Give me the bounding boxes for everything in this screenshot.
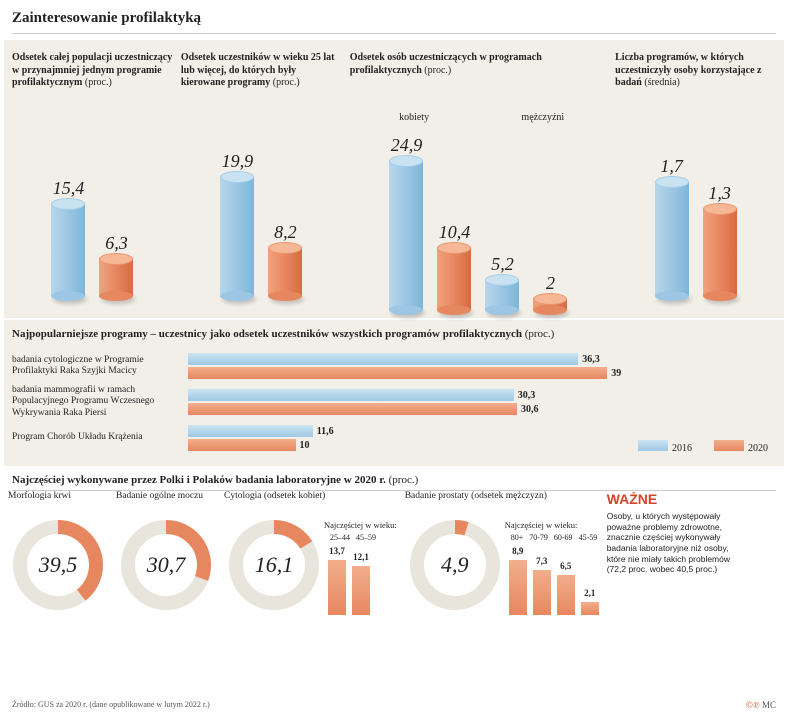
donut-label: Badanie ogólne moczu [116,491,203,513]
hbar-pair: 30,330,6 [188,384,776,420]
credit: ©℗ MC [746,700,776,710]
bottom-panel: Morfologia krwi39,5Badanie ogólne moczu3… [0,491,788,619]
donut: 39,5 [8,515,108,615]
cylinder-bar: 24,9 [388,135,424,310]
cylinder-group: Liczba programów, w których uczestniczył… [615,52,776,310]
hbar-label: badania mammografii w ramach Populacyjne… [12,384,188,420]
legend: 2016 2020 [638,440,768,454]
cylinder-bar: 1,3 [702,183,738,296]
donut-block: Badanie prostaty (odsetek mężczyzn)4,9Na… [405,491,599,615]
mini-bar: 7,3 [533,570,551,615]
donut: 16,1 [224,515,324,615]
group-head: Odsetek osób uczestniczących w programac… [350,52,607,110]
hbar-label: Program Chorób Układu Krążenia [12,420,188,456]
bottom-title: Najczęściej wykonywane przez Polki i Pol… [0,466,788,490]
mini-bar: 12,1 [352,566,370,615]
source-text: Źródło: GUS za 2020 r. (dane opublikowan… [12,700,210,710]
donut: 30,7 [116,515,216,615]
horizontal-bars-panel: Najpopularniejsze programy – uczestnicy … [4,320,784,466]
footer: Źródło: GUS za 2020 r. (dane opublikowan… [12,700,776,710]
cylinder-bar: 19,9 [219,151,255,296]
mini-bar: 2,1 [581,602,599,615]
donut-label: Badanie prostaty (odsetek mężczyzn) [405,491,547,513]
cylinder-group: Odsetek uczestników w wieku 25 lat lub w… [181,52,342,310]
group-head: Liczba programów, w których uczestniczył… [615,52,776,110]
group-head: Odsetek całej populacji uczestniczący w … [12,52,173,110]
cylinder-bar: 1,7 [654,156,690,296]
cylinder-bar: 15,4 [50,178,86,296]
donut-label: Cytologia (odsetek kobiet) [224,491,325,513]
age-breakdown: Najczęściej w wieku:25–4445–5913,712,1 [324,520,397,615]
cylinder-bar: 2 [532,273,568,310]
age-breakdown: Najczęściej w wieku:80+70-7960-6945-598,… [505,520,599,615]
mini-bar: 8,9 [509,560,527,615]
important-text: Osoby, u których występowały poważne pro… [607,511,745,575]
hbars: badania cytologiczne w Programie Profila… [12,348,776,456]
donut-block: Morfologia krwi39,5 [8,491,108,615]
hbar-label: badania cytologiczne w Programie Profila… [12,348,188,384]
cylinder-bar: 5,2 [484,254,520,310]
donut-block: Cytologia (odsetek kobiet)16,1Najczęście… [224,491,397,615]
mid-title: Najpopularniejsze programy – uczestnicy … [12,328,776,340]
hbar-pair: 36,339 [188,348,776,384]
cylinder-bar: 8,2 [267,222,303,296]
cylinder-bar: 10,4 [436,222,472,310]
cylinder-group: Odsetek całej populacji uczestniczący w … [12,52,173,310]
mini-bar: 13,7 [328,560,346,615]
group-head: Odsetek uczestników w wieku 25 lat lub w… [181,52,342,110]
donut-block: Badanie ogólne moczu30,7 [116,491,216,615]
page-title: Zainteresowanie profilaktyką [0,0,788,33]
important-box: WAŻNE Osoby, u których występowały poważn… [607,491,745,615]
divider [12,33,776,34]
cylinder-group: Odsetek osób uczestniczących w programac… [350,52,607,310]
important-header: WAŻNE [607,491,745,507]
cylinder-bar: 6,3 [98,233,134,296]
top-cylinder-panel: Odsetek całej populacji uczestniczący w … [4,40,784,318]
donut-label: Morfologia krwi [8,491,71,513]
donut: 4,9 [405,515,505,615]
mini-bar: 6,5 [557,575,575,615]
